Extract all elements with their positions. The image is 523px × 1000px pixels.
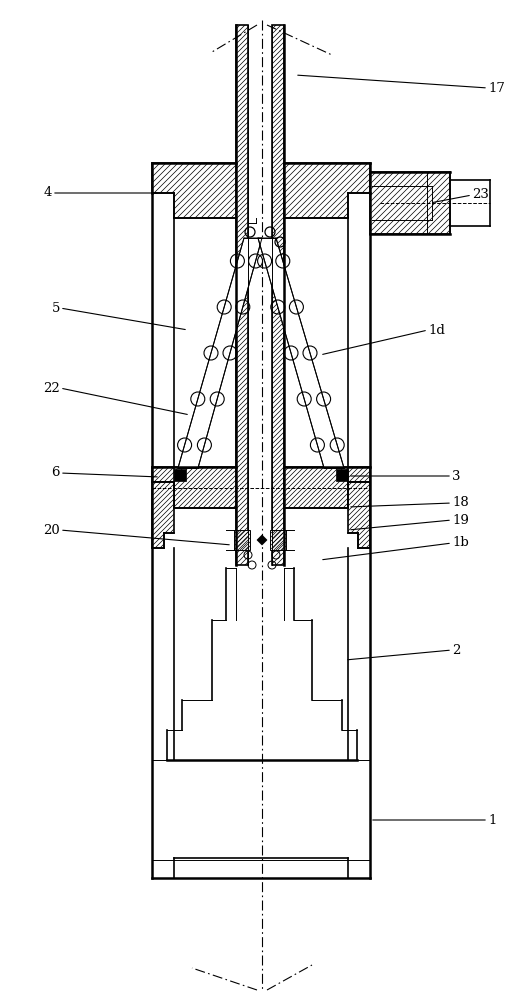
Polygon shape: [284, 163, 370, 218]
Text: 23: 23: [472, 188, 489, 202]
Text: 17: 17: [488, 82, 505, 95]
Text: 1d: 1d: [428, 324, 445, 336]
Text: 5: 5: [52, 302, 60, 314]
Polygon shape: [152, 482, 174, 548]
Text: 4: 4: [43, 186, 52, 200]
Text: 3: 3: [452, 470, 460, 483]
Text: 20: 20: [43, 524, 60, 536]
Text: 1b: 1b: [452, 536, 469, 550]
Text: 1: 1: [488, 814, 496, 826]
Polygon shape: [178, 238, 262, 468]
Polygon shape: [370, 172, 450, 234]
Polygon shape: [152, 467, 236, 508]
Polygon shape: [152, 163, 236, 218]
Polygon shape: [284, 467, 370, 508]
Polygon shape: [258, 238, 344, 468]
Polygon shape: [236, 25, 248, 565]
Bar: [174, 469, 186, 481]
Text: 6: 6: [51, 466, 60, 480]
Polygon shape: [234, 530, 250, 550]
Bar: [336, 469, 348, 481]
Polygon shape: [272, 25, 284, 565]
Text: 22: 22: [43, 381, 60, 394]
Text: 2: 2: [452, 644, 460, 656]
Polygon shape: [348, 482, 370, 548]
Polygon shape: [270, 530, 286, 550]
Text: 19: 19: [452, 514, 469, 526]
Polygon shape: [257, 535, 267, 545]
Text: 18: 18: [452, 496, 469, 510]
